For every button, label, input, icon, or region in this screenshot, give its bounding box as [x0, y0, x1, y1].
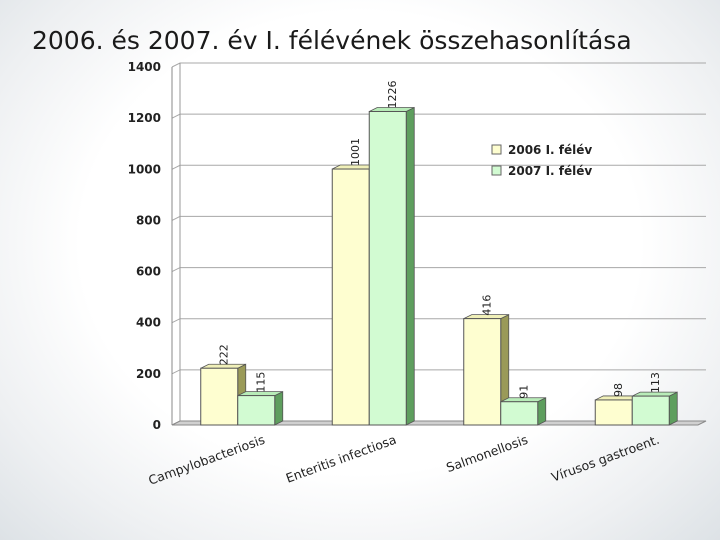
value-label: 416 — [481, 295, 494, 316]
bars: 222 115 1001 1226 416 91 98 113 — [200, 80, 678, 426]
bar-2007-i-félév — [368, 110, 407, 426]
value-label: 91 — [518, 385, 531, 399]
gridline — [171, 215, 706, 221]
y-tick-label: 400 — [136, 316, 161, 330]
bar-2006-i-félév — [463, 318, 502, 426]
gridline — [171, 113, 706, 119]
gridline — [171, 318, 706, 324]
y-tick-label: 0 — [153, 418, 161, 432]
legend-label: 2007 I. félév — [508, 164, 592, 178]
value-label: 222 — [218, 344, 231, 365]
category-label: Enteritis infectiosa — [284, 432, 399, 486]
gridlines — [171, 62, 706, 426]
y-tick-label: 1400 — [128, 60, 161, 74]
category-label: Vírusos gastroent. — [549, 432, 661, 485]
value-label: 1226 — [386, 80, 399, 108]
slide-title: 2006. és 2007. év I. félévének összehaso… — [32, 26, 632, 55]
category-label: Campylobacteriosis — [146, 432, 267, 488]
bar-side — [405, 106, 415, 426]
gridline — [171, 267, 706, 273]
value-label: 1001 — [349, 138, 362, 166]
value-label: 115 — [255, 372, 268, 393]
y-tick-label: 600 — [136, 265, 161, 279]
y-tick-label: 1000 — [128, 162, 161, 176]
bar-side — [274, 390, 284, 426]
axes: 0 200 400 600 800 1000 1200 1400 — [128, 60, 707, 432]
gridline — [171, 62, 706, 68]
bar-side — [668, 391, 678, 426]
bar-2007-i-félév — [500, 401, 539, 426]
bar-2007-i-félév — [631, 395, 670, 426]
bar-side — [537, 397, 547, 426]
category-label: Salmonellosis — [444, 432, 530, 475]
y-tick-label: 1200 — [128, 111, 161, 125]
value-label: 98 — [612, 383, 625, 397]
legend-label: 2006 I. félév — [508, 143, 592, 157]
bar-2006-i-félév — [331, 168, 370, 426]
bar-2006-i-félév — [200, 367, 239, 426]
gridline — [171, 369, 706, 375]
legend-swatch — [491, 144, 502, 155]
category-labels: Campylobacteriosis Enteritis infectiosa Sa… — [146, 432, 661, 488]
y-tick-label: 200 — [136, 367, 161, 381]
y-tick-label: 800 — [136, 213, 161, 227]
bar-2006-i-félév — [594, 399, 633, 426]
bar-2007-i-félév — [237, 395, 276, 426]
gridline — [171, 164, 706, 170]
legend-swatch — [491, 165, 502, 176]
value-label: 113 — [649, 372, 662, 393]
legend: 2006 I. félév 2007 I. félév — [491, 143, 592, 178]
